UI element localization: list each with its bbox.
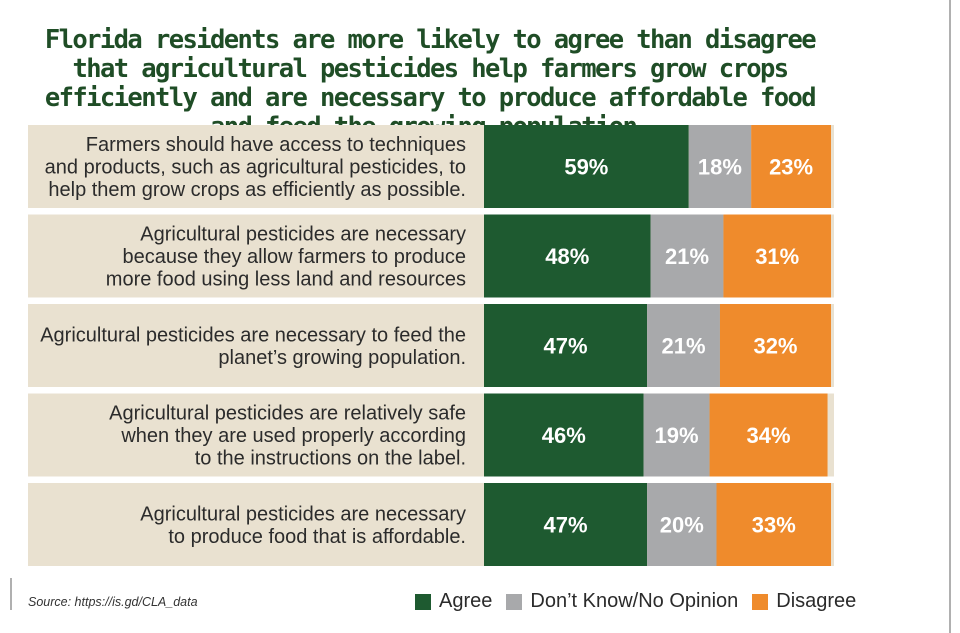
data-label: 34% (747, 423, 791, 448)
data-label: 32% (753, 334, 797, 359)
bar-segment-disagree (709, 393, 828, 477)
bar-segment-agree (484, 393, 644, 477)
category-label: Agricultural pesticides are relatively s… (109, 403, 466, 470)
bar-segment-agree (484, 483, 648, 566)
legend-swatch-agree (415, 593, 431, 610)
bar-segment-agree (484, 214, 651, 298)
data-label: 31% (755, 244, 799, 269)
frame-border-right (949, 0, 951, 633)
data-label: 59% (564, 155, 608, 180)
source-note: Source: https://is.gd/CLA_data (28, 595, 198, 609)
category-label: Agricultural pesticides are necessary to… (40, 324, 466, 369)
data-label: 47% (544, 334, 588, 359)
bar-segment-neutral (643, 393, 710, 477)
category-label: Agricultural pesticides are necessary bec… (106, 224, 466, 291)
frame-border-left (10, 578, 12, 610)
bar-segment-disagree (719, 304, 831, 387)
bar-segment-neutral (647, 304, 720, 387)
data-label: 18% (698, 155, 742, 180)
bar-segment-agree (484, 125, 689, 208)
bar-segment-disagree (716, 483, 831, 566)
legend-label-agree: Agree (439, 590, 493, 612)
data-label: 23% (769, 155, 813, 180)
data-label: 21% (662, 334, 706, 359)
data-label: 20% (660, 513, 704, 538)
legend: Agree Don’t Know/No Opinion Disagree (415, 590, 870, 613)
data-label: 48% (545, 244, 589, 269)
data-label: 33% (752, 513, 796, 538)
data-label: 46% (542, 423, 586, 448)
data-label: 19% (655, 423, 699, 448)
bar-segment-neutral (650, 214, 724, 298)
bar-segment-disagree (723, 214, 831, 298)
legend-label-neutral: Don’t Know/No Opinion (530, 590, 739, 612)
bar-segment-agree (484, 304, 648, 387)
legend-item-neutral: Don’t Know/No Opinion (506, 590, 738, 613)
category-label: Farmers should have access to techniques… (45, 134, 466, 201)
data-label: 47% (544, 513, 588, 538)
bar-segment-disagree (751, 125, 831, 208)
legend-item-disagree: Disagree (752, 590, 856, 613)
category-label: Agricultural pesticides are necessary to … (140, 503, 466, 548)
legend-swatch-neutral (506, 593, 523, 610)
legend-label-disagree: Disagree (776, 590, 857, 612)
bar-segment-neutral (647, 483, 717, 566)
legend-item-agree: Agree (415, 590, 492, 613)
legend-swatch-disagree (752, 593, 769, 610)
data-label: 21% (665, 244, 709, 269)
bar-segment-neutral (688, 125, 752, 208)
